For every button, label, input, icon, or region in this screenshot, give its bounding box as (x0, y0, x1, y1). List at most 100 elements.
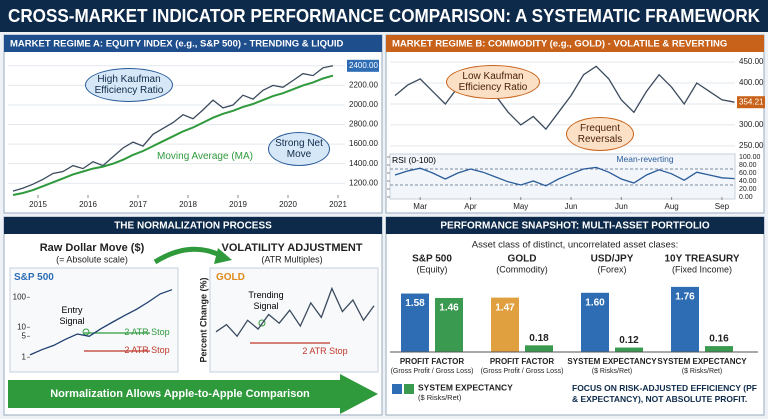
panel-d-header (386, 217, 764, 234)
bar (705, 346, 733, 352)
y-tick-label: 80.00 (739, 162, 757, 169)
footer-text: Normalization Allows Apple-to-Apple Comp… (50, 388, 310, 400)
series-line (215, 286, 375, 338)
metric-label: SYSTEM EXPECTANCY (567, 357, 657, 366)
series-line (12, 74, 334, 196)
legend-swatch (392, 384, 402, 394)
last-value-label: 354.21 (739, 97, 764, 106)
value-label: 1.47 (495, 302, 515, 313)
category-note: (Fixed Income) (672, 264, 732, 274)
y-tick-label: 450.00 (739, 57, 764, 66)
value-label: 1.46 (439, 303, 459, 314)
y-tick-label: 1600.00 (349, 139, 378, 148)
category-label: GOLD (508, 254, 537, 265)
raw-title: Raw Dollar Move ($) (40, 242, 145, 254)
x-tick-label: 2017 (129, 200, 147, 209)
annotation: GOLD (216, 272, 245, 283)
title: CROSS-MARKET INDICATOR PERFORMANCE COMPA… (8, 6, 760, 26)
x-tick-label: Aug (665, 202, 679, 211)
annotation: 2 ATR Stop (302, 346, 348, 356)
legend-note: ($ Risks/Ret) (418, 393, 462, 402)
metric-label: SYSTEM EXPECTANCY (657, 357, 747, 366)
footer-arrow (8, 374, 378, 414)
panel-b-title: MARKET REGIME B: COMMODITY (e.g., GOLD) … (392, 39, 727, 50)
metric-note: ($ Risks/Ret) (682, 368, 722, 375)
panel-a-title: MARKET REGIME A: EQUITY INDEX (e.g., S&P… (10, 39, 344, 50)
panel-c-header (4, 217, 382, 234)
bar (491, 297, 519, 352)
annotation: 2 ATR Stop (124, 327, 170, 337)
y-tick-label: 0.00 (739, 194, 753, 201)
panel-d-subtitle: Asset class of distinct, uncorrelated as… (472, 240, 678, 251)
annotation: Entry Signal (59, 305, 85, 326)
mini-sp-box (9, 267, 179, 373)
category-note: (Commodity) (496, 264, 548, 274)
value-label: 0.12 (619, 335, 639, 346)
annotation: 2 ATR Stop (124, 345, 170, 355)
value-label: 1.60 (585, 297, 605, 308)
y-tick-label: 100 (13, 292, 27, 301)
value-label: 1.76 (675, 292, 695, 303)
value-label: 0.18 (529, 333, 549, 344)
bar (671, 286, 699, 352)
price-tag (737, 96, 765, 109)
category-label: USD/JPY (591, 254, 634, 265)
x-tick-label: 2021 (329, 200, 347, 209)
price-tag (347, 59, 379, 72)
raw-note: (= Absolute scale) (56, 254, 128, 264)
annotation: Mean-reverting (616, 154, 674, 164)
annotation: Frequent Reversals (566, 117, 634, 151)
title-bar (0, 0, 768, 32)
annotation: S&P 500 (14, 272, 54, 283)
metric-note: (Gross Profit / Gross Loss) (481, 368, 564, 375)
gold-entry-marker (258, 319, 266, 327)
panel-d-title: PERFORMANCE SNAPSHOT: MULTI-ASSET PORTFO… (440, 221, 709, 232)
x-tick-label: 2019 (229, 200, 247, 209)
metric-label: PROFIT FACTOR (490, 357, 555, 366)
metric-note: (Gross Profit / Gross Loss) (391, 368, 474, 375)
category-label: S&P 500 (412, 254, 452, 265)
metric-note: ($ Risks/Ret) (592, 368, 632, 375)
annotation: Trending Signal (248, 290, 284, 311)
category-label: 10Y TREASURY (664, 254, 739, 265)
curved-arrow (153, 246, 224, 265)
annotation: RSI (0-100) (392, 155, 436, 165)
x-tick-label: 2020 (279, 200, 297, 209)
x-tick-label: Mar (413, 202, 427, 211)
panel-c-title: THE NORMALIZATION PROCESS (114, 221, 272, 232)
y-tick-label: 2400.00 (349, 61, 378, 70)
x-tick-label: 2016 (79, 200, 97, 209)
y-tick-label: 20.00 (739, 186, 757, 193)
bar (615, 347, 643, 352)
series-line (29, 289, 173, 356)
y-tick-label: 300.00 (739, 120, 764, 129)
y-tick-label: 400.00 (739, 78, 764, 87)
y-tick-label: 2800.00 (349, 120, 378, 129)
panel-b-header (386, 35, 764, 52)
x-tick-label: 2018 (179, 200, 197, 209)
annotation: Strong Net Move (268, 132, 330, 166)
vol-note: (ATR Multiples) (261, 254, 322, 264)
y-tick-label: 40.00 (739, 178, 757, 185)
x-tick-label: 2015 (29, 200, 47, 209)
y-tick-label: 10 (17, 322, 26, 331)
legend-swatch (404, 384, 414, 394)
y-tick-label: 250.00 (739, 141, 764, 150)
series-line (394, 65, 735, 131)
bar (525, 345, 553, 352)
panel-a (3, 34, 383, 214)
x-tick-label: Sep (715, 202, 730, 211)
metric-label: PROFIT FACTOR (400, 357, 465, 366)
series-line (12, 65, 334, 192)
value-label: 0.16 (709, 334, 729, 345)
y-tick-label: 1200.00 (349, 178, 378, 187)
entry-marker (82, 328, 90, 336)
y-tick-label: 1 (22, 352, 27, 361)
y-tick-label: 100.00 (739, 154, 761, 161)
y-axis-label: Percent Change (%) (198, 277, 208, 362)
footnote: FOCUS ON RISK-ADJUSTED EFFICIENCY (PF & … (572, 383, 757, 404)
annotation: Low Kaufman Efficiency Ratio (446, 65, 540, 99)
y-tick-label: 2200.00 (349, 80, 378, 89)
category-note: (Equity) (416, 264, 447, 274)
